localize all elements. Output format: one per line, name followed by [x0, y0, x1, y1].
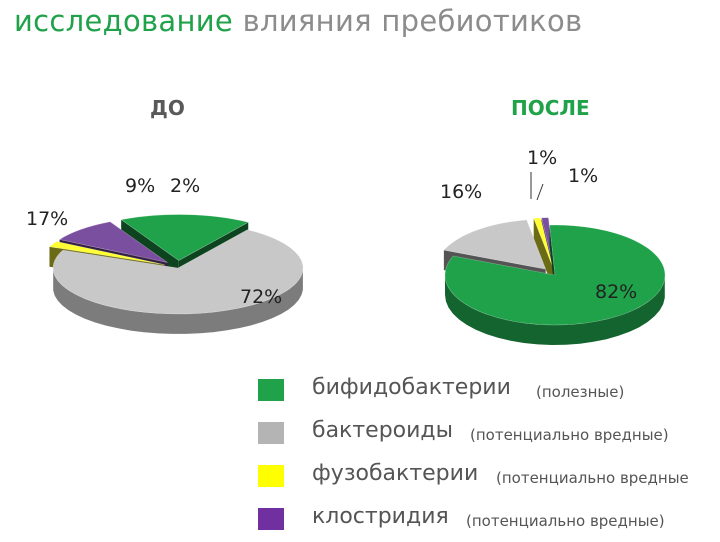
subtitle-after: ПОСЛЕ	[511, 96, 590, 120]
leader-line	[536, 183, 544, 201]
legend-swatch	[258, 508, 284, 530]
legend-item: бифидобактерии (полезные)	[258, 370, 720, 408]
бактероиды-label: 16%	[440, 181, 482, 203]
legend-item: бактероиды (потенциально вредные)	[258, 413, 720, 451]
legend-note: (потенциально вредные)	[470, 426, 669, 444]
legend: бифидобактерии (полезные) бактероиды (по…	[258, 370, 720, 542]
клостридия-label: 1%	[527, 147, 557, 169]
legend-note: (потенциально вредные)	[466, 512, 665, 530]
клостридия-slice	[58, 221, 168, 263]
фузобактерии-slice	[533, 217, 554, 268]
legend-note: (полезные)	[536, 383, 625, 401]
title-highlight: исследование	[14, 4, 234, 38]
фузобактерии-slice	[48, 241, 165, 265]
legend-label: фузобактерии	[312, 461, 479, 486]
бифидобактерии-label: 82%	[595, 281, 637, 303]
legend-item: клостридия (потенциально вредные)	[258, 499, 720, 537]
фузобактерии-label: 2%	[170, 175, 200, 197]
subtitle-before: ДО	[150, 96, 185, 120]
бактероиды-slice	[443, 219, 547, 270]
page-title: исследование влияния пребиотиков	[14, 4, 582, 38]
legend-item: фузобактерии (потенциально вредные	[258, 456, 720, 494]
фузобактерии-label: 1%	[568, 165, 598, 187]
фузобактерии-slice-side	[533, 218, 553, 288]
клостридия-label: 9%	[125, 175, 155, 197]
legend-swatch	[258, 422, 284, 444]
бактероиды-slice	[52, 229, 304, 315]
legend-label: бифидобактерии	[312, 375, 511, 400]
legend-note: (потенциально вредные	[496, 469, 689, 487]
legend-label: бактероиды	[312, 418, 453, 443]
бактероиды-label: 72%	[240, 286, 282, 308]
бифидобактерии-slice	[120, 214, 250, 261]
бифидобактерии-slice	[444, 224, 666, 326]
legend-swatch	[258, 379, 284, 401]
legend-label: клостридия	[312, 504, 449, 529]
бактероиды-slice-wall	[53, 269, 303, 334]
бифидобактерии-label: 17%	[26, 208, 68, 230]
title-rest: влияния пребиотиков	[242, 4, 583, 38]
pie-charts: 17% 72% 2% 9% 82% 16% 1% 1%	[26, 147, 666, 345]
бифидобактерии-slice-wall	[445, 274, 665, 345]
legend-swatch	[258, 465, 284, 487]
